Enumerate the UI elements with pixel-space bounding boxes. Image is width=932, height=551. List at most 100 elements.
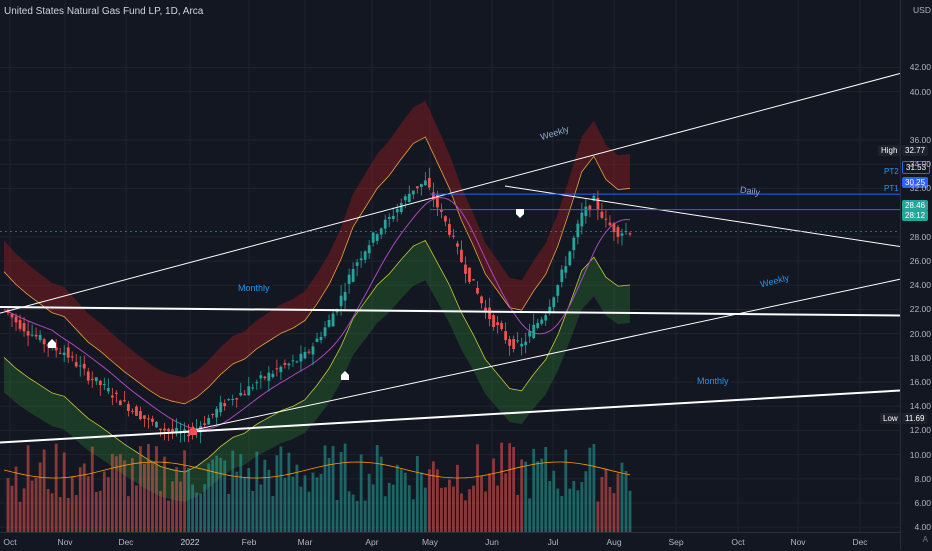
chart-canvas[interactable]: United States Natural Gas Fund LP, 1D, A… (0, 0, 901, 532)
volume-bar (556, 488, 560, 532)
y-tick-label: 16.00 (909, 377, 931, 388)
candle-body (243, 394, 247, 396)
candle-body (367, 245, 371, 254)
volume-bar (628, 490, 632, 532)
candle-body (464, 264, 467, 274)
candle-body (391, 215, 395, 220)
volume-bar (452, 486, 455, 532)
candle-body (476, 287, 479, 294)
volume-bar (383, 496, 387, 532)
candle-body (187, 434, 190, 437)
time-axis[interactable]: Oct Nov Dec 2022 Feb Mar Apr May Jun Jul Aug Sep Oct… (0, 532, 900, 551)
volume-bar (552, 470, 556, 532)
x-tick-label: Mar (297, 537, 313, 547)
volume-bar (54, 443, 58, 532)
volume-bar (139, 446, 142, 532)
volume-bar (524, 461, 528, 532)
candle-body (203, 423, 207, 425)
x-tick-label: Apr (365, 537, 379, 547)
volume-bar (291, 476, 295, 532)
y-tick-label: 18.00 (909, 352, 931, 363)
volume-bar (600, 476, 604, 532)
candle-body (255, 382, 259, 384)
volume-bar (62, 452, 66, 532)
candle-body (620, 233, 624, 236)
candle-body (171, 428, 174, 432)
x-tick-label: Jul (547, 537, 559, 547)
last-price-badge: 28.46 (902, 200, 929, 211)
volume-bar (46, 488, 50, 532)
volume-bar (568, 488, 572, 532)
pt1-label: PT1 (884, 184, 899, 193)
y-tick-label: 12.00 (909, 425, 931, 436)
price-chart[interactable] (0, 0, 900, 532)
x-tick-label: Oct (3, 537, 17, 547)
candle-body (423, 180, 427, 186)
volume-bar (572, 480, 576, 532)
candle-body (524, 341, 528, 346)
volume-bar (295, 464, 299, 532)
candle-body (592, 195, 596, 201)
candle-body (14, 316, 18, 323)
volume-bar (528, 498, 532, 532)
candle-body (512, 338, 516, 349)
trendline-monthly-upper (0, 306, 900, 317)
volume-bar (343, 443, 347, 532)
candle-body (271, 373, 275, 377)
trendline-weekly-lower (179, 278, 900, 434)
volume-bar (183, 450, 186, 532)
volume-bar (114, 456, 118, 532)
candle-body (58, 352, 62, 354)
trendline-weekly-upper (0, 73, 900, 314)
currency-label: USD (913, 5, 931, 15)
volume-bar (588, 447, 592, 532)
high-label-badge: High (878, 145, 901, 156)
volume-bar (548, 481, 552, 532)
volume-bar (106, 477, 110, 532)
candle-body (415, 186, 419, 189)
candle-body (612, 223, 616, 233)
volume-bar (323, 445, 327, 532)
volume-bar (171, 481, 174, 532)
candle-body (311, 346, 315, 355)
volume-bar (126, 496, 130, 532)
volume-bar (399, 469, 403, 532)
volume-bar (315, 477, 319, 532)
volume-bar (612, 493, 616, 532)
volume-bar (620, 462, 624, 532)
volume-bar (211, 459, 215, 532)
candle-body (263, 376, 267, 379)
volume-bar (287, 452, 291, 532)
candle-body (10, 314, 14, 318)
auto-scale-toggle[interactable]: A (922, 535, 928, 544)
symbol-title[interactable]: United States Natural Gas Fund LP, 1D, A… (4, 6, 204, 17)
candle-body (163, 428, 166, 431)
volume-bar (540, 458, 544, 532)
volume-bar (484, 491, 487, 532)
candle-body (42, 339, 46, 345)
volume-bar (279, 446, 283, 532)
candle-body (536, 322, 540, 328)
candle-body (407, 193, 411, 202)
volume-bar (363, 500, 367, 532)
candle-body (167, 428, 170, 432)
candle-body (448, 223, 451, 235)
candle-body (552, 297, 556, 308)
candle-body (251, 387, 255, 389)
candle-body (26, 331, 30, 336)
volume-bar (536, 461, 540, 532)
y-tick-label: 34.00 (909, 159, 931, 170)
volume-bar (516, 494, 520, 532)
volume-bar (395, 464, 399, 532)
candle-body (102, 384, 106, 386)
candle-body (560, 269, 564, 282)
volume-bar (592, 444, 596, 532)
candle-body (90, 378, 94, 380)
price-axis[interactable]: USD 32.77 31.53 30.25 28.46 28:12 11.69 … (900, 0, 932, 550)
volume-bar (604, 469, 608, 532)
volume-bar (456, 464, 459, 532)
volume-bar (367, 473, 371, 532)
upper-band-edge (3, 136, 631, 405)
volume-bar (94, 491, 98, 532)
candle-body (488, 307, 491, 320)
